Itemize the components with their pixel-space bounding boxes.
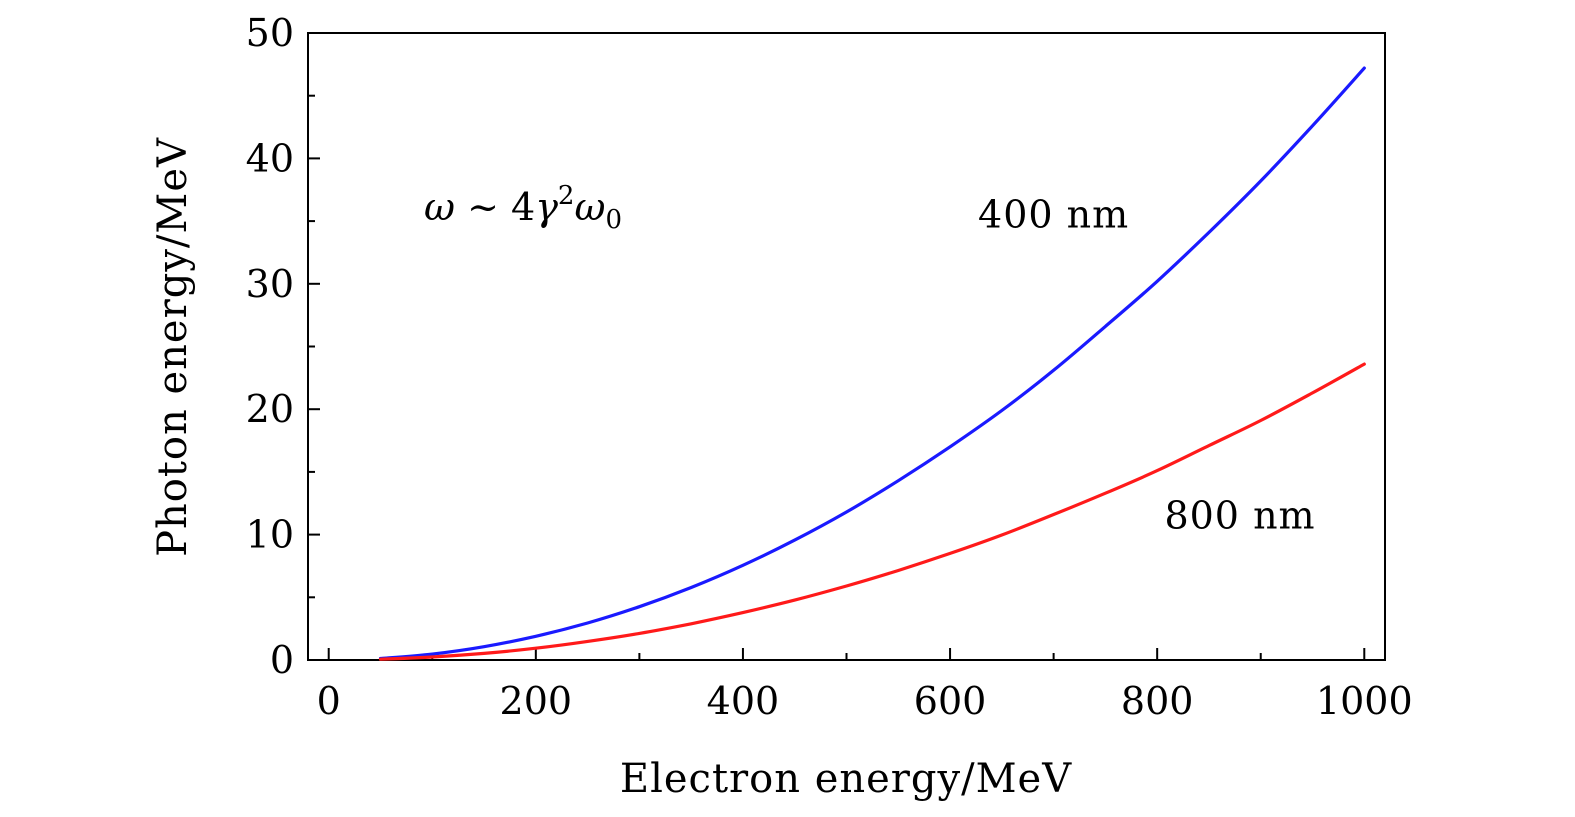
x-axis-title: Electron energy/MeV bbox=[620, 756, 1072, 802]
curve-annotations: 400 nm 800 nm bbox=[978, 192, 1315, 537]
y-axis-tick-labels: 0 10 20 30 40 50 bbox=[246, 11, 294, 682]
x-tick-label: 1000 bbox=[1316, 679, 1413, 723]
formula-superscript: 2 bbox=[558, 181, 575, 211]
x-tick-label: 200 bbox=[500, 679, 573, 723]
y-axis-title: Photon energy/MeV bbox=[150, 137, 196, 557]
y-tick-label: 0 bbox=[270, 638, 294, 682]
y-tick-label: 10 bbox=[246, 513, 294, 557]
curve-label-0: 400 nm bbox=[978, 192, 1129, 236]
x-tick-label: 0 bbox=[317, 679, 341, 723]
x-axis-ticks bbox=[327, 648, 1366, 660]
x-axis-tick-labels: 0 200 400 600 800 1000 bbox=[317, 679, 1413, 723]
formula-subscript: 0 bbox=[605, 205, 622, 235]
x-tick-label: 400 bbox=[707, 679, 780, 723]
formula-omega0: ω bbox=[574, 185, 605, 229]
y-tick-label: 40 bbox=[246, 136, 294, 180]
y-tick-label: 50 bbox=[246, 11, 294, 55]
formula-gamma: γ bbox=[535, 185, 558, 229]
x-tick-label: 800 bbox=[1121, 679, 1194, 723]
series-line-1 bbox=[378, 362, 1366, 661]
series-lines bbox=[378, 66, 1366, 661]
y-tick-label: 20 bbox=[246, 387, 294, 431]
series-line-0 bbox=[378, 66, 1366, 661]
plot-frame bbox=[307, 32, 1386, 661]
y-tick-label: 30 bbox=[246, 262, 294, 306]
curve-label-1: 800 nm bbox=[1164, 493, 1315, 537]
x-tick-label: 600 bbox=[914, 679, 987, 723]
formula-annotation: ω ~ 4γ2ω0 bbox=[424, 181, 622, 235]
formula-sim: ~ 4 bbox=[455, 185, 535, 229]
y-axis-ticks bbox=[308, 32, 320, 661]
formula-omega: ω bbox=[424, 185, 455, 229]
